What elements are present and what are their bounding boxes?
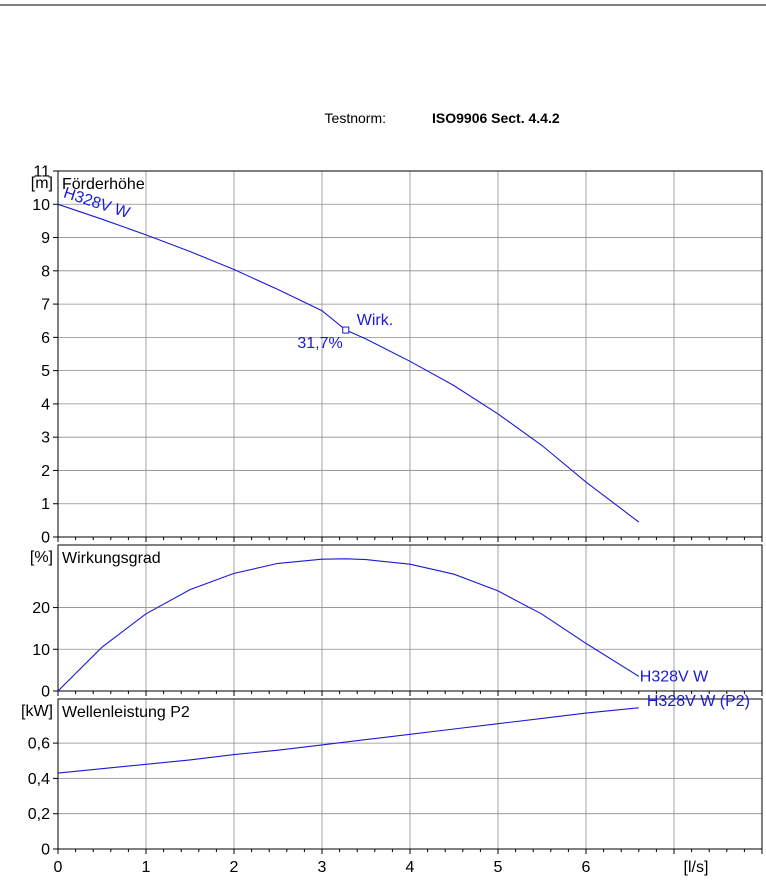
panel-title: Wellenleistung P2: [62, 704, 190, 721]
y-tick-label: 0: [41, 842, 50, 859]
y-tick-label: 10: [32, 642, 50, 659]
y-axis-unit: [%]: [30, 549, 53, 566]
standard-value: ISO9906 Sect. 4.4.2: [432, 110, 560, 126]
standard-label: Testnorm:: [325, 110, 386, 126]
annotation-label: Wirk.: [357, 312, 393, 329]
y-tick-label: 9: [41, 230, 50, 247]
y-tick-label: 7: [41, 297, 50, 314]
y-tick-label: 1: [41, 496, 50, 513]
y-tick-label: 4: [41, 396, 50, 413]
x-tick-label: 2: [230, 859, 239, 876]
x-tick-label: 4: [406, 859, 415, 876]
x-tick-label: 0: [54, 859, 63, 876]
y-tick-label: 0: [41, 530, 50, 547]
y-tick-label: 2: [41, 463, 50, 480]
x-tick-label: 6: [582, 859, 591, 876]
series-line: [58, 204, 639, 522]
y-tick-label: 20: [32, 600, 50, 617]
y-axis-unit: [m]: [31, 175, 53, 192]
y-tick-label: 3: [41, 430, 50, 447]
y-tick-label: 10: [32, 197, 50, 214]
y-axis-unit: [kW]: [21, 703, 53, 720]
series-label: H328V W: [640, 668, 709, 685]
y-tick-label: 0,6: [28, 736, 50, 753]
y-tick-label: 0,2: [28, 806, 50, 823]
y-tick-label: 5: [41, 363, 50, 380]
panel-efficiency: 0 10 20 [%] Wirkungsgrad H328V W: [30, 545, 762, 701]
x-tick-label: 3: [318, 859, 327, 876]
y-tick-label: 8: [41, 263, 50, 280]
panel-power: 0 0,2 0,4 0,6 [kW] Wellenleistung P2 H328V W (…: [21, 693, 762, 876]
panel-title: Wirkungsgrad: [62, 550, 161, 567]
x-axis-unit: [l/s]: [684, 859, 709, 876]
y-tick-label: 6: [41, 330, 50, 347]
operating-point-marker: [343, 327, 349, 333]
x-tick-label: 1: [142, 859, 151, 876]
x-tick-label: 5: [494, 859, 503, 876]
y-tick-label: 0: [41, 684, 50, 701]
series-label: H328V W (P2): [647, 693, 750, 710]
y-tick-label: 0,4: [28, 771, 50, 788]
series-line: [58, 559, 639, 691]
annotation-value: 31,7%: [297, 335, 342, 352]
